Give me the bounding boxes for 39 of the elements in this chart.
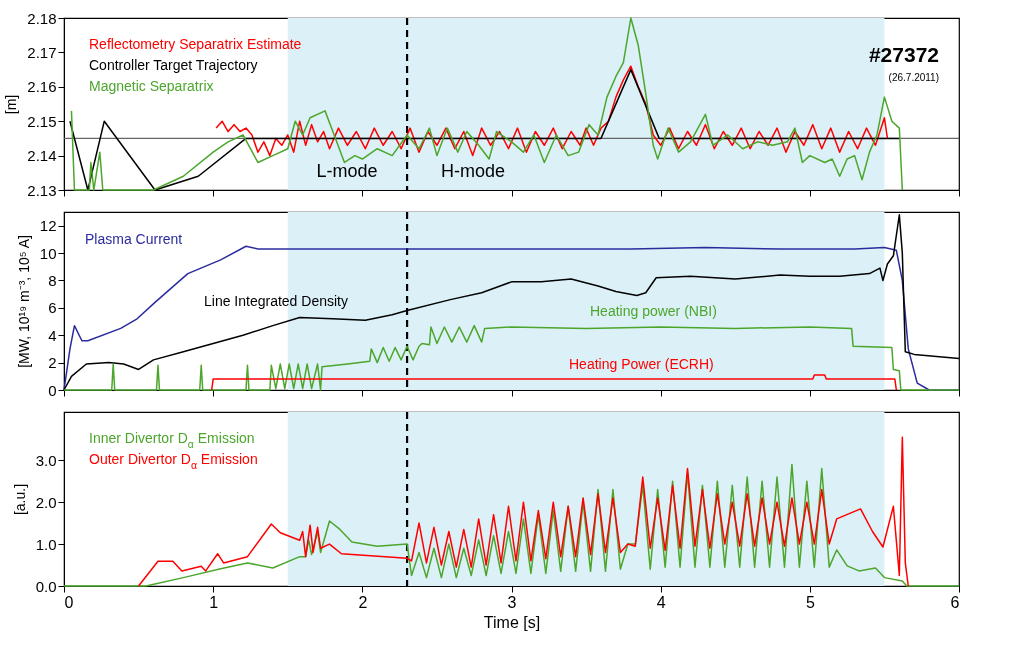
annotation: L-mode bbox=[316, 161, 378, 181]
series-label: Plasma Current bbox=[85, 231, 183, 247]
y-axis-title: [a.u.] bbox=[11, 483, 28, 516]
y-tick-label: 4 bbox=[48, 326, 57, 344]
annotation: #27372 bbox=[868, 43, 939, 66]
y-axis-title: [MW, 10¹⁹ m⁻³, 10⁵ A] bbox=[15, 235, 32, 368]
y-tick-label: 0 bbox=[48, 381, 57, 399]
series-label: Line Integrated Density bbox=[204, 293, 348, 309]
series-label: Magnetic Separatrix bbox=[89, 78, 214, 94]
annotation: H-mode bbox=[440, 161, 506, 181]
y-tick-label: 0.0 bbox=[35, 577, 57, 595]
y-tick-label: 2 bbox=[48, 354, 57, 372]
x-axis-title: Time [s] bbox=[483, 613, 541, 631]
y-tick-label: 10 bbox=[39, 244, 57, 262]
y-tick-label: 2.17 bbox=[27, 43, 57, 61]
x-tick-label: 5 bbox=[805, 593, 815, 611]
x-tick-label: 4 bbox=[656, 593, 666, 611]
y-tick-label: 2.18 bbox=[27, 9, 57, 27]
series-label: Heating Power (ECRH) bbox=[569, 356, 714, 372]
annotation: (26.7.2011) bbox=[888, 72, 939, 83]
y-axis-title: [m] bbox=[3, 94, 20, 115]
text: Controller Target Trajectory bbox=[89, 57, 258, 73]
x-tick-label: 0 bbox=[64, 593, 74, 611]
x-tick-label: 1 bbox=[209, 593, 219, 611]
y-tick-label: 1.0 bbox=[35, 535, 57, 553]
y-tick-label: 2.15 bbox=[27, 112, 57, 130]
y-tick-label: 6 bbox=[48, 299, 57, 317]
y-tick-label: 8 bbox=[48, 271, 57, 289]
y-tick-label: 3.0 bbox=[35, 451, 57, 469]
series-label: Heating power (NBI) bbox=[590, 303, 717, 319]
x-tick-label: 2 bbox=[358, 593, 368, 611]
y-tick-label: 2.0 bbox=[35, 493, 57, 511]
y-tick-label: 12 bbox=[39, 217, 57, 235]
x-tick-label: 6 bbox=[950, 593, 960, 611]
text: Reflectometry Separatrix Estimate bbox=[89, 36, 302, 52]
y-tick-label: 2.16 bbox=[27, 78, 57, 96]
y-tick-label: 2.13 bbox=[27, 181, 57, 199]
y-tick-label: 2.14 bbox=[27, 147, 57, 165]
x-tick-label: 3 bbox=[507, 593, 517, 611]
